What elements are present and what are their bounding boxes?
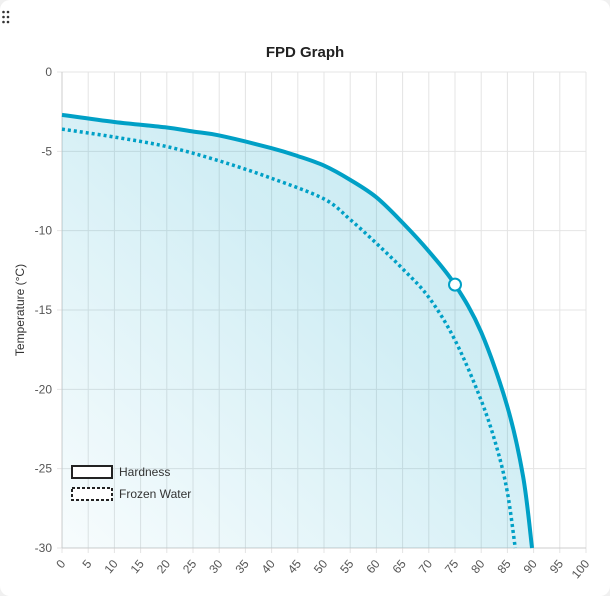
y-tick-label: -5 bbox=[41, 144, 52, 158]
x-tick-label: 80 bbox=[468, 557, 488, 576]
legend-label-hardness[interactable]: Hardness bbox=[119, 465, 170, 479]
y-axis-label: Temperature (°C) bbox=[13, 264, 27, 356]
y-tick-label: -10 bbox=[35, 224, 53, 238]
x-tick-label: 30 bbox=[206, 557, 226, 576]
y-tick-label: -15 bbox=[35, 303, 53, 317]
hardness-line bbox=[61, 112, 535, 549]
x-tick-label: 35 bbox=[232, 557, 252, 576]
x-tick-label: 10 bbox=[101, 557, 121, 576]
x-tick-label: 40 bbox=[259, 557, 279, 576]
legend-swatch-hardness[interactable] bbox=[71, 465, 113, 479]
hardness-area-fill bbox=[62, 114, 533, 548]
y-tick-label: 0 bbox=[45, 65, 52, 79]
x-tick-label: 65 bbox=[390, 557, 410, 576]
x-tick-label: 50 bbox=[311, 557, 331, 576]
legend-label-frozen-water[interactable]: Frozen Water bbox=[119, 487, 191, 501]
x-tick-label: 85 bbox=[494, 557, 514, 576]
x-tick-label: 5 bbox=[79, 557, 94, 571]
legend-swatch-frozen-water[interactable] bbox=[71, 487, 113, 501]
x-tick-label: 55 bbox=[337, 557, 357, 576]
y-tick-label: -30 bbox=[35, 541, 53, 555]
chart-title: FPD Graph bbox=[266, 44, 344, 61]
x-tick-label: 100 bbox=[569, 557, 593, 582]
x-tick-label: 70 bbox=[416, 557, 436, 576]
x-tick-label: 90 bbox=[521, 557, 541, 576]
x-tick-label: 20 bbox=[154, 557, 174, 576]
y-tick-label: -20 bbox=[35, 382, 53, 396]
y-tick-label: -25 bbox=[35, 462, 53, 476]
x-tick-label: 25 bbox=[180, 557, 200, 576]
hardness-point-marker[interactable] bbox=[448, 277, 462, 292]
drag-handle-icon[interactable] bbox=[2, 10, 10, 24]
x-tick-label: 60 bbox=[363, 557, 383, 576]
x-tick-label: 0 bbox=[53, 557, 68, 571]
x-tick-label: 75 bbox=[442, 557, 462, 576]
x-tick-label: 95 bbox=[547, 557, 567, 576]
x-tick-label: 15 bbox=[128, 557, 148, 576]
legend: Hardness Frozen Water bbox=[71, 465, 191, 501]
x-tick-label: 45 bbox=[285, 557, 305, 576]
